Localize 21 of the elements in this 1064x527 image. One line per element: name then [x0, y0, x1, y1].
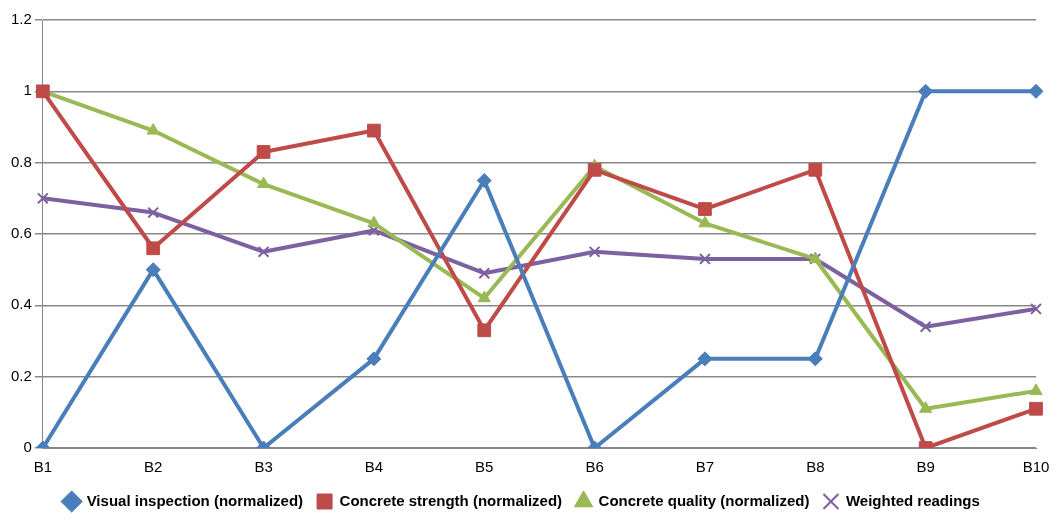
y-tick-label: 1.2 — [10, 10, 32, 28]
x-tick-label: B8 — [806, 458, 825, 476]
x-tick-label: B3 — [254, 458, 273, 476]
x-tick-label: B5 — [475, 458, 494, 476]
x-tick-label: B4 — [364, 458, 384, 476]
x-tick-label: B9 — [916, 458, 935, 476]
legend-label: Visual inspection (normalized) — [86, 491, 304, 509]
x-tick-label: B2 — [144, 458, 163, 476]
y-tick-label: 0.8 — [10, 152, 32, 170]
legend-label: Concrete quality (normalized) — [598, 491, 810, 509]
legend-label: Concrete strength (normalized) — [339, 491, 563, 509]
x-tick-label: B6 — [585, 458, 604, 476]
x-tick-label: B10 — [1022, 458, 1050, 476]
y-tick-label: 0.2 — [10, 366, 32, 384]
x-tick-label: B7 — [695, 458, 715, 476]
legend-label: Weighted readings — [845, 491, 980, 509]
x-tick-label: B1 — [33, 458, 53, 476]
y-tick-label: 0.6 — [10, 224, 32, 242]
y-tick-label: 0 — [23, 438, 32, 456]
y-tick-label: 1 — [23, 81, 32, 99]
y-tick-label: 0.4 — [10, 295, 32, 313]
